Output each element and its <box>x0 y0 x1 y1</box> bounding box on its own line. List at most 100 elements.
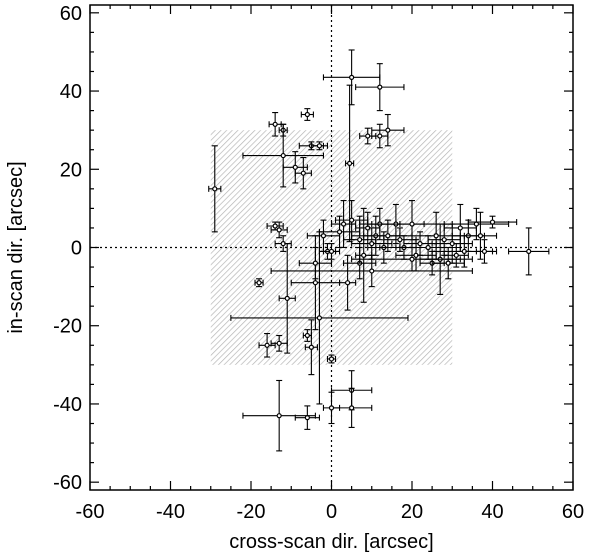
point-marker <box>377 84 383 90</box>
point-marker <box>349 217 355 223</box>
point-marker <box>340 221 347 227</box>
point-marker <box>425 244 431 251</box>
x-tick-label: -40 <box>156 501 185 523</box>
point-marker <box>328 248 335 255</box>
data-point <box>310 141 329 151</box>
point-marker <box>377 133 383 139</box>
y-tick-label: -20 <box>53 316 82 338</box>
x-tick-label: -20 <box>237 501 266 523</box>
data-point <box>270 254 473 288</box>
data-point <box>355 63 405 112</box>
point-marker <box>320 233 327 239</box>
point-marker <box>369 240 375 247</box>
point-marker <box>316 315 323 321</box>
point-marker <box>433 233 439 239</box>
x-tick-label: -60 <box>76 501 105 523</box>
point-marker <box>417 240 423 247</box>
point-marker <box>385 233 391 239</box>
point-marker <box>264 342 270 348</box>
x-tick-label: 40 <box>481 501 503 523</box>
data-point <box>467 215 518 229</box>
point-marker <box>304 111 310 118</box>
data-point <box>278 243 296 354</box>
point-marker <box>473 221 479 227</box>
point-marker <box>328 356 335 362</box>
data-point <box>475 239 494 264</box>
axis-ticks <box>89 5 574 490</box>
y-axis-label: in-scan dir. [arcsec] <box>5 161 27 333</box>
data-point <box>326 354 337 364</box>
y-tick-label: 20 <box>60 159 82 181</box>
point-marker <box>300 170 306 176</box>
data-point <box>208 145 222 233</box>
x-axis-label: cross-scan dir. [arcsec] <box>229 531 434 553</box>
point-marker <box>276 413 282 419</box>
data-point <box>508 227 550 276</box>
data-point <box>359 127 377 145</box>
point-marker <box>276 340 282 346</box>
data-point <box>270 334 288 352</box>
point-marker <box>316 143 323 149</box>
y-tick-label: 40 <box>60 81 82 103</box>
point-marker <box>312 260 318 266</box>
data-point <box>254 278 264 288</box>
x-tick-label: 60 <box>562 501 584 523</box>
data-points <box>208 49 550 452</box>
y-tick-labels: -60 -40 -20 0 20 40 60 <box>53 3 82 494</box>
x-tick-label: 0 <box>326 501 337 523</box>
point-marker <box>349 405 355 411</box>
data-point <box>322 391 341 425</box>
point-marker <box>409 221 415 227</box>
data-point <box>338 254 357 311</box>
point-marker <box>457 225 463 231</box>
data-point <box>258 332 276 358</box>
point-marker <box>284 295 290 301</box>
x-tick-labels: -60 -40 -20 0 20 40 60 <box>76 501 585 523</box>
y-tick-label: -40 <box>53 394 82 416</box>
data-point <box>300 108 314 121</box>
point-marker <box>441 237 447 243</box>
point-marker <box>349 74 355 80</box>
data-point <box>322 49 381 106</box>
data-point <box>431 223 473 264</box>
point-marker <box>477 233 484 239</box>
point-marker <box>345 280 351 286</box>
point-marker <box>357 237 363 243</box>
point-marker <box>409 256 415 262</box>
data-point <box>443 243 469 268</box>
point-marker <box>212 186 218 192</box>
point-marker <box>272 121 278 127</box>
point-marker <box>304 332 310 339</box>
point-marker <box>304 415 310 421</box>
point-marker <box>489 219 496 225</box>
point-marker <box>328 405 335 411</box>
point-marker <box>481 248 488 255</box>
y-tick-label: 60 <box>60 3 82 25</box>
point-marker <box>312 280 318 286</box>
point-marker <box>292 164 298 170</box>
data-point <box>242 123 325 188</box>
point-marker <box>347 160 353 167</box>
point-marker <box>397 237 403 243</box>
data-point <box>294 156 312 190</box>
x-tick-label: 20 <box>401 501 423 523</box>
data-point <box>304 319 318 376</box>
data-point <box>270 221 288 239</box>
point-marker <box>308 344 314 350</box>
data-point <box>302 329 312 342</box>
point-marker <box>280 152 286 159</box>
point-marker <box>336 229 343 235</box>
data-point <box>345 84 355 243</box>
point-marker <box>365 133 371 139</box>
data-point <box>282 151 308 184</box>
point-marker <box>361 252 367 258</box>
point-marker <box>256 280 262 286</box>
point-marker <box>526 248 532 255</box>
data-point <box>371 113 405 147</box>
point-marker <box>272 223 278 229</box>
point-marker <box>453 252 459 258</box>
point-marker <box>369 268 375 274</box>
data-point <box>268 112 282 137</box>
point-marker <box>276 227 282 233</box>
